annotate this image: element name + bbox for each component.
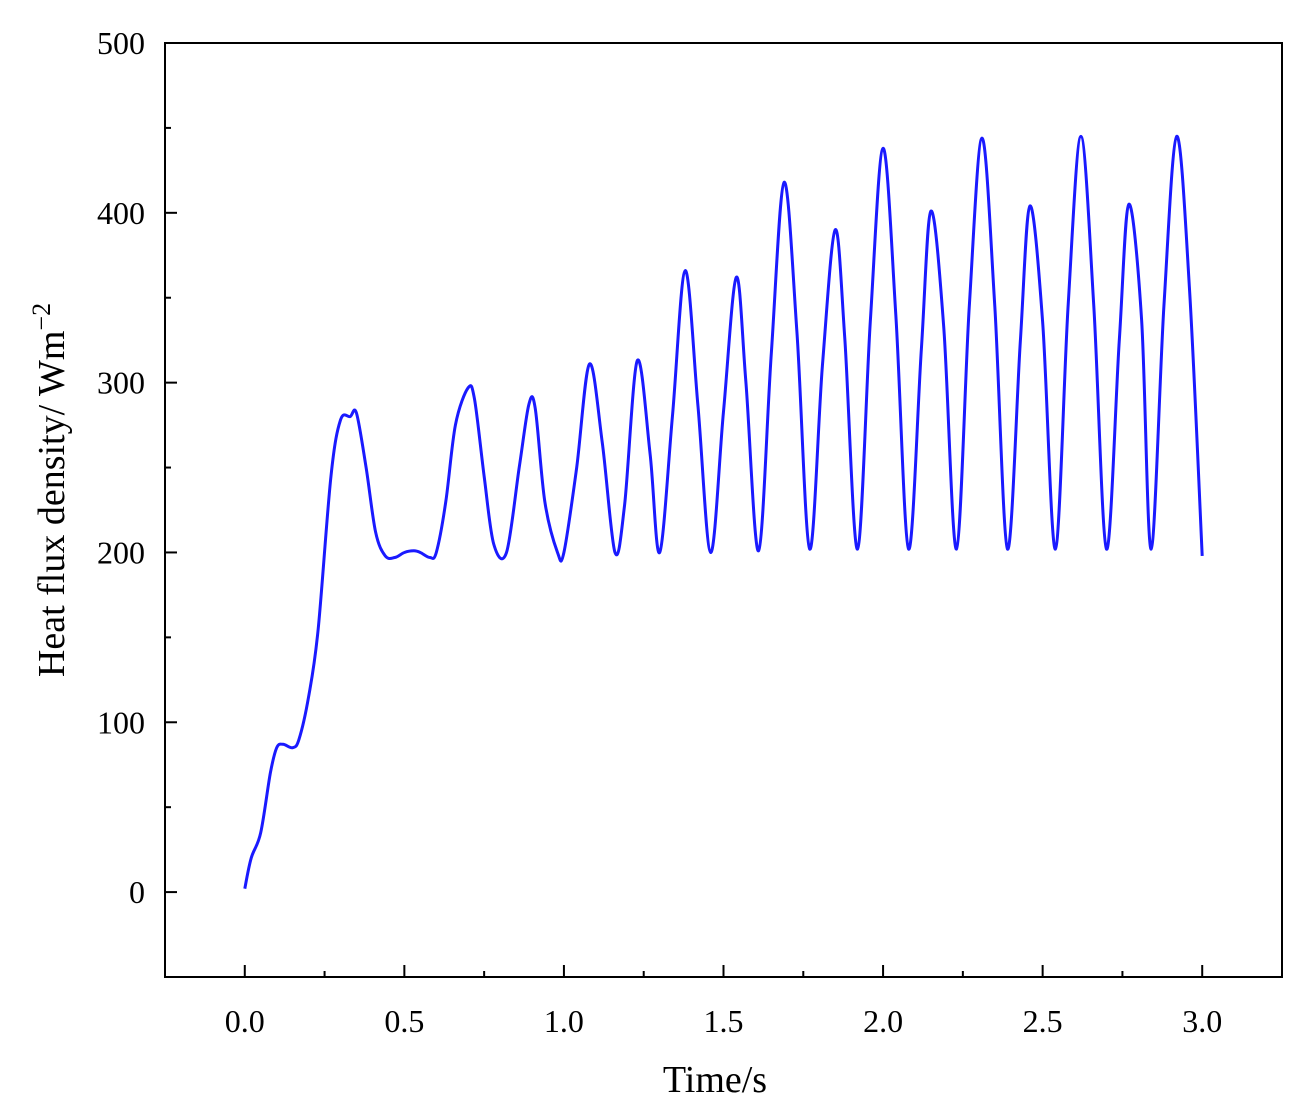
y-tick-label: 0 [129,874,145,910]
y-tick-label: 200 [97,534,145,570]
x-tick-label: 1.0 [544,1003,584,1039]
y-tick-label: 100 [97,704,145,740]
x-tick-label: 3.0 [1182,1003,1222,1039]
x-tick-label: 1.5 [704,1003,744,1039]
series-line-0 [243,134,1204,889]
y-tick-label: 500 [97,25,145,61]
y-axis-title-superscript: −2 [27,303,56,331]
series-layer [243,134,1204,889]
y-tick-label: 300 [97,365,145,401]
x-tick-label: 2.0 [863,1003,903,1039]
y-tick-label: 400 [97,195,145,231]
y-axis-title: Heat flux density/ Wm−2 [27,303,73,677]
x-axis-title: Time/s [663,1059,767,1101]
x-tick-label: 2.5 [1023,1003,1063,1039]
x-tick-label: 0.5 [384,1003,424,1039]
y-axis-title-main: Heat flux density/ Wm [31,331,73,678]
x-tick-label: 0.0 [225,1003,265,1039]
y-axis-ticks: 0 100 200 300 400 500 [97,25,177,978]
plot-frame [164,42,1283,978]
x-axis-ticks: 0.0 0.5 1.0 1.5 2.0 2.5 3.0 [164,965,1283,1039]
